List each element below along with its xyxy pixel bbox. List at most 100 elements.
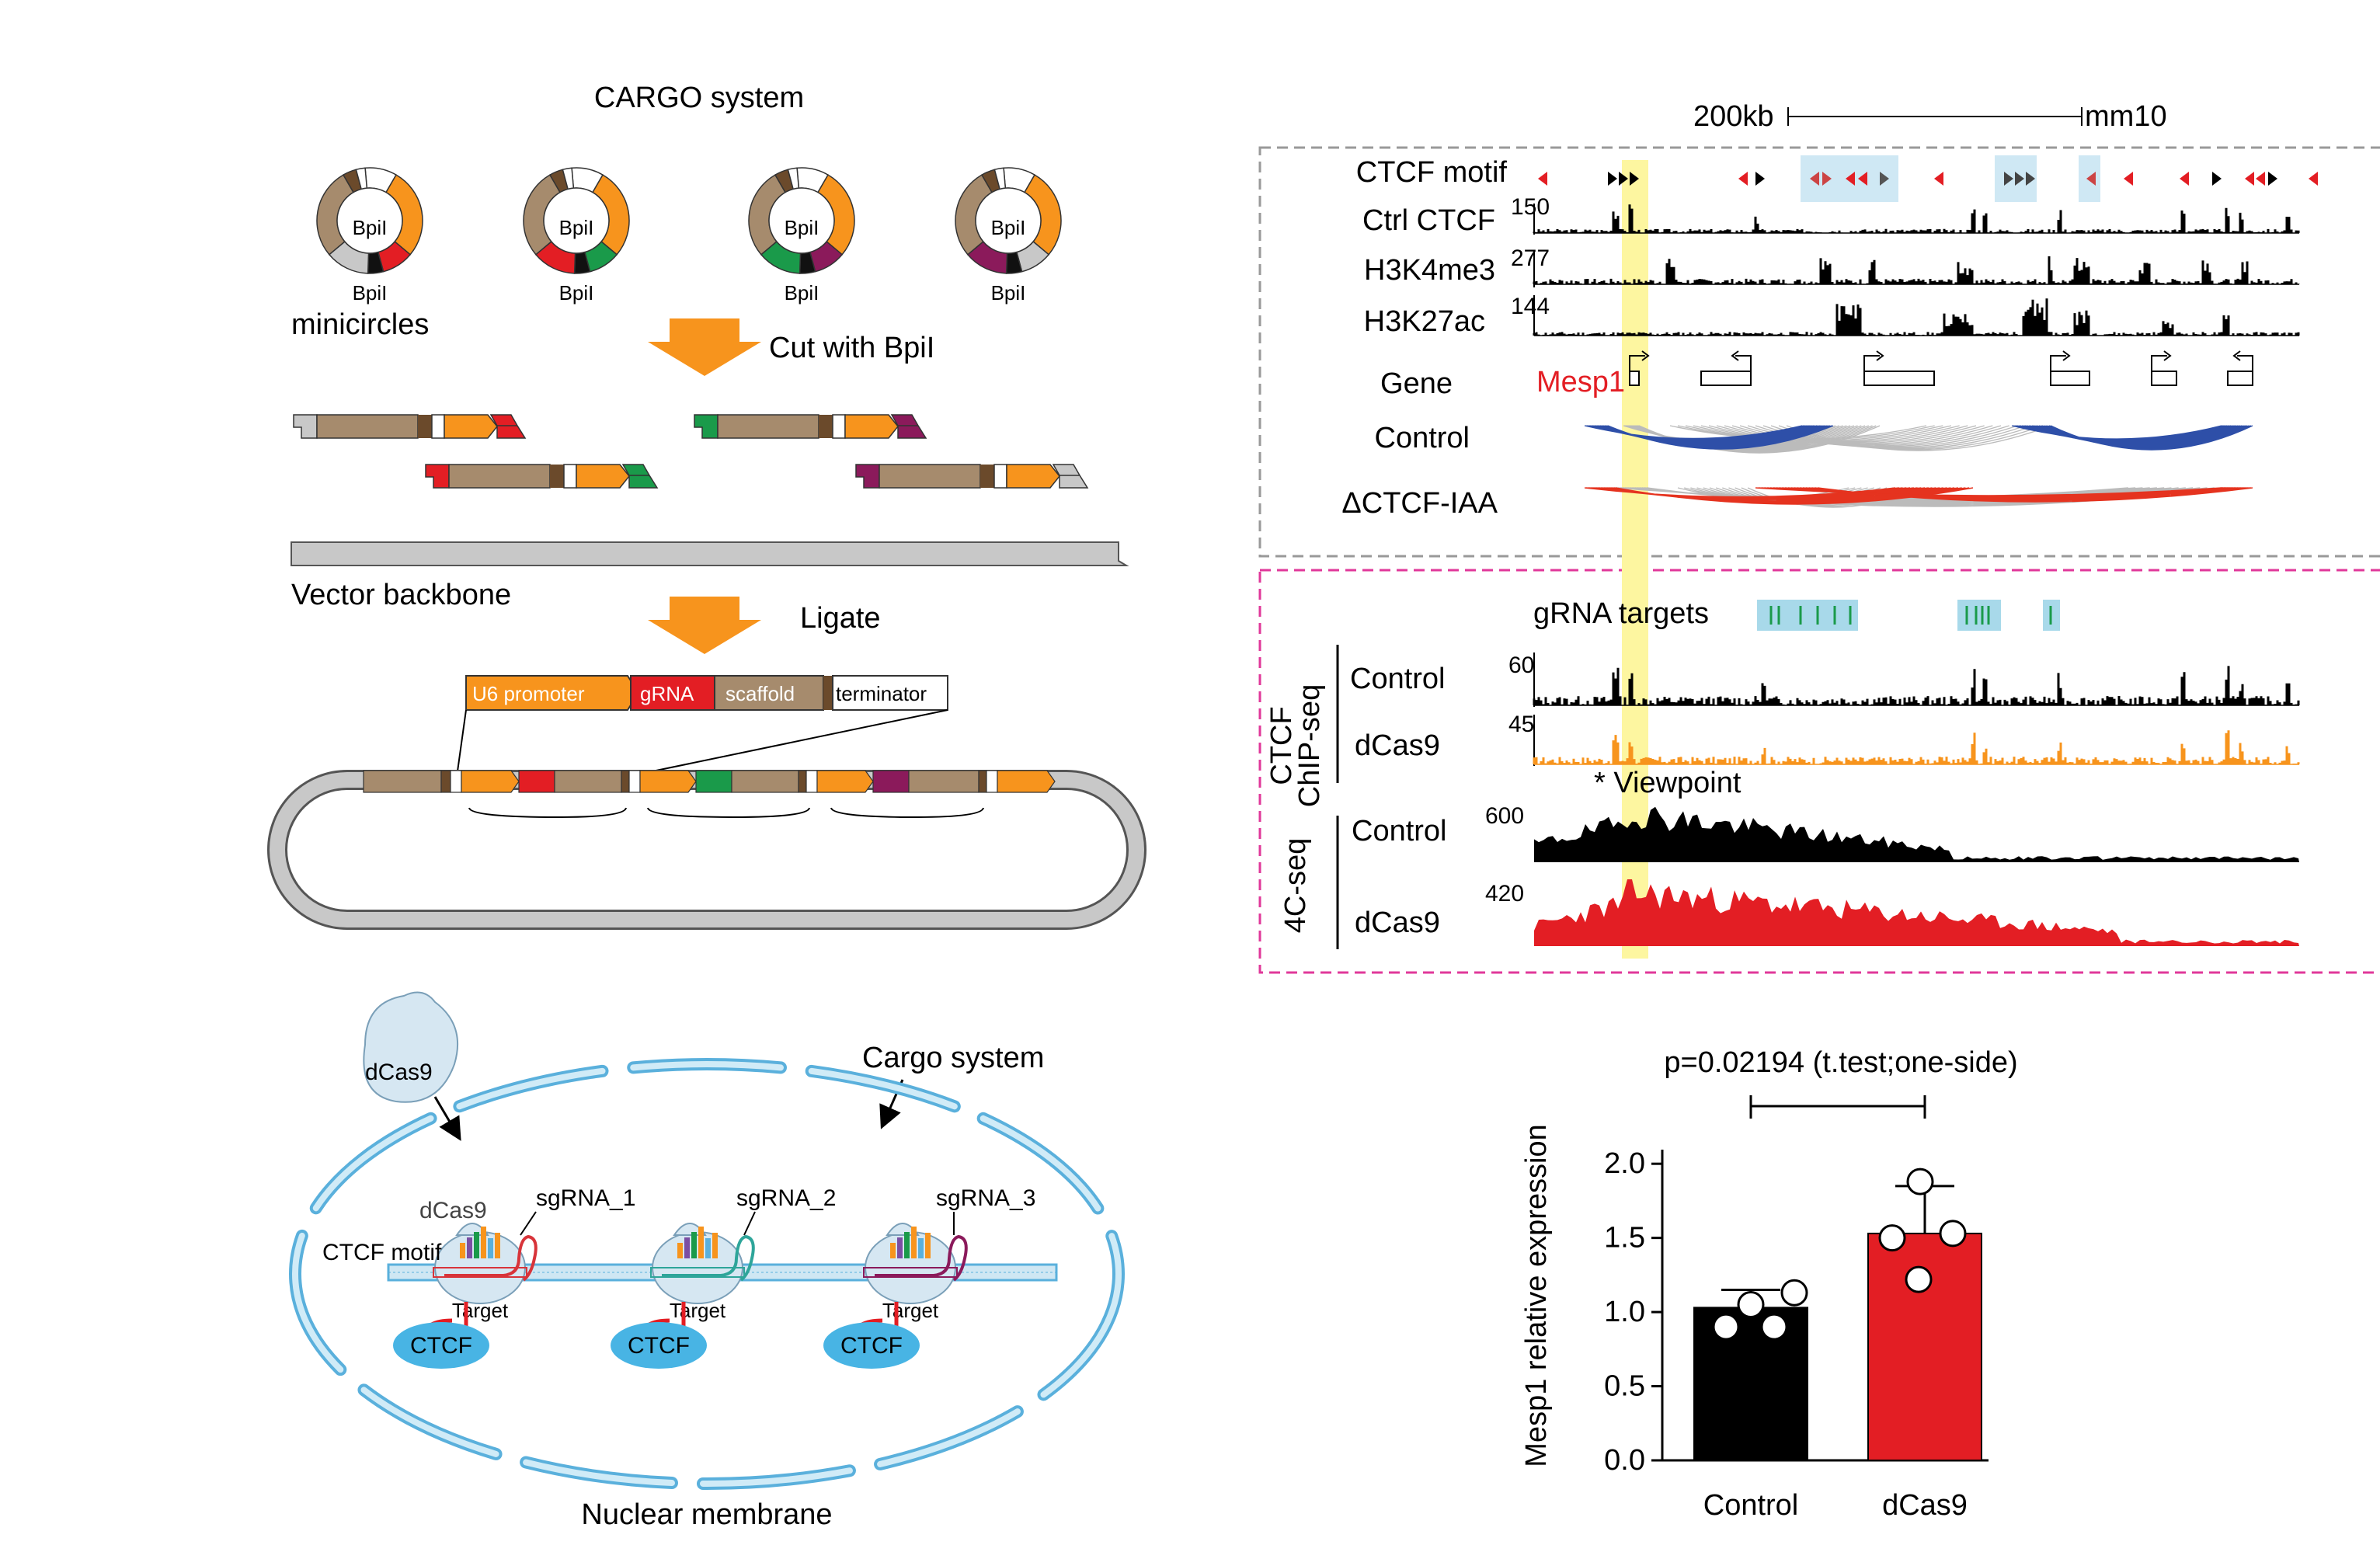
vector-backbone — [291, 541, 1129, 566]
fourc-control-max: 600 — [1485, 803, 1524, 829]
ctcf-motif-arrow-icon — [2015, 172, 2024, 186]
track-h3k27ac: H3K27ac — [1364, 305, 1485, 338]
bpil-inner-label: BpiI — [785, 216, 819, 239]
bpil-inner-label: BpiI — [559, 216, 594, 239]
loop-arc — [1755, 487, 2253, 503]
arrow-icon — [433, 1096, 461, 1141]
plasmid — [267, 770, 1147, 930]
down-arrow-icon — [648, 597, 761, 654]
track-control-loops: Control — [1375, 422, 1470, 454]
grna-label: gRNA — [640, 682, 694, 705]
ctcf-motif-arrow-icon — [1846, 172, 1855, 186]
track-h3k4me3: H3K4me3 — [1364, 254, 1495, 287]
track-dctcf-loops: ΔCTCF-IAA — [1341, 487, 1498, 520]
membrane-label: Nuclear membrane — [581, 1498, 832, 1531]
cut-label: Cut with BpiI — [769, 332, 934, 364]
ctcf-motif-arrow-icon — [1755, 172, 1765, 186]
data-point — [1780, 1279, 1808, 1307]
ctcf-protein — [823, 1322, 920, 1369]
target-label: Target — [452, 1299, 509, 1322]
signal-track — [1533, 730, 2300, 764]
fourc-group: 4C-seq — [1279, 838, 1312, 934]
signal-track — [1533, 256, 2300, 284]
ctcf-motif-label: CTCF motif — [322, 1240, 442, 1265]
chip-control-max: 60 — [1508, 652, 1534, 678]
minicircles: BpiI BpiI BpiI BpiI BpiI BpiI BpiI BpiI — [316, 167, 1062, 304]
u6-label: U6 promoter — [472, 682, 585, 705]
bpil-outer-label: BpiI — [353, 281, 388, 304]
target-label: Target — [670, 1299, 726, 1322]
nucleus-panel: dCas9 Cargo system Target CTCF Target CTCF T… — [289, 991, 1125, 1531]
ctcf-label: CTCF — [628, 1333, 690, 1359]
signal-track — [1533, 204, 2300, 233]
ctcf-motif-arrow-icon — [2026, 172, 2035, 186]
track-h3k27ac-max: 144 — [1511, 294, 1550, 319]
ctcf-protein — [393, 1322, 489, 1369]
ctcf-motif-arrow-icon — [1538, 172, 1547, 186]
dcas9-label: dCas9 — [419, 1198, 487, 1223]
x-tick-label: Control — [1703, 1489, 1799, 1522]
ctcf-motif-arrow-icon — [1858, 172, 1867, 186]
track-h3k4me3-max: 277 — [1511, 245, 1550, 271]
cargo-panel: CARGO system BpiIBpiIBpiIBpiIBpiIBpiIBpi… — [267, 82, 1147, 930]
ctcf-motif-arrow-icon — [1934, 172, 1943, 186]
ctcf-motif-arrow-icon — [2180, 172, 2189, 186]
dcas9-bubble-label: dCas9 — [365, 1060, 433, 1085]
browser-panel: 200kb mm10 CTCF motif Ctrl CTCF 150 H3K4… — [1258, 100, 2380, 974]
chip-group-2: ChIP-seq — [1293, 684, 1326, 807]
cargo-system-label: Cargo system — [862, 1042, 1044, 1074]
chip-dcas9-max: 45 — [1508, 712, 1534, 737]
chip-group-1: CTCF — [1265, 706, 1298, 785]
chart-ylabel: Mesp1 relative expression — [1520, 1124, 1553, 1467]
chip-control-label: Control — [1350, 663, 1446, 695]
fourc-track — [1534, 879, 2299, 946]
signal-track — [1533, 666, 2300, 705]
terminator-label: terminator — [836, 682, 927, 705]
y-tick-label: 0.0 — [1604, 1444, 1645, 1477]
bottom-frame — [1258, 569, 2380, 974]
viewpoint-label: * Viewpoint — [1594, 767, 1742, 799]
data-point — [1760, 1313, 1788, 1341]
fourc-control-label: Control — [1352, 815, 1447, 847]
ctcf-motif-arrow-icon — [2309, 172, 2318, 186]
target-label: Target — [882, 1299, 939, 1322]
track-ctrl-ctcf: Ctrl CTCF — [1362, 204, 1495, 237]
data-point — [1712, 1313, 1740, 1341]
x-tick-label: dCas9 — [1882, 1489, 1968, 1522]
chip-dcas9-label: dCas9 — [1355, 729, 1440, 762]
bpil-outer-label: BpiI — [785, 281, 819, 304]
bar-control — [1693, 1307, 1808, 1462]
sgrna-2-label: sgRNA_2 — [736, 1185, 836, 1211]
bar-chart: p=0.02194 (t.test;one-side) Mesp1 relati… — [1520, 1046, 2018, 1522]
chart-title: p=0.02194 (t.test;one-side) — [1664, 1046, 2017, 1079]
ctcf-motif-arrow-icon — [2245, 172, 2254, 186]
ctcf-motif-arrow-icon — [1608, 172, 1617, 186]
data-point — [1737, 1291, 1765, 1319]
data-point — [1906, 1168, 1934, 1195]
scaffold-label: scaffold — [725, 682, 795, 705]
track-ctrl-ctcf-max: 150 — [1511, 194, 1550, 220]
ctcf-motif-arrow-icon — [1880, 172, 1889, 186]
grna-box — [1957, 600, 2001, 631]
fourc-track — [1534, 806, 2299, 862]
gene-models — [1629, 350, 2253, 386]
ctcf-motif-arrow-icon — [2124, 172, 2133, 186]
sgrna-1-label: sgRNA_1 — [536, 1185, 635, 1211]
y-tick-label: 1.5 — [1604, 1222, 1645, 1255]
ctcf-motif-arrow-icon — [2004, 172, 2013, 186]
ctcf-motif-arrow-icon — [2212, 172, 2222, 186]
ligate-label: Ligate — [800, 602, 881, 635]
y-tick-label: 1.0 — [1604, 1296, 1645, 1328]
track-gene: Gene — [1380, 367, 1453, 400]
vector-label: Vector backbone — [291, 579, 511, 611]
track-ctcf-motif: CTCF motif — [1356, 156, 1508, 189]
ctcf-protein — [611, 1322, 707, 1369]
loop-arc — [2011, 425, 2253, 451]
ctcf-motif-arrow-icon — [1630, 172, 1639, 186]
bpil-outer-label: BpiI — [559, 281, 594, 304]
data-point — [1878, 1224, 1906, 1252]
ctcf-motif-arrow-icon — [1822, 172, 1832, 186]
bpil-inner-label: BpiI — [991, 216, 1026, 239]
data-point — [1939, 1220, 1967, 1248]
